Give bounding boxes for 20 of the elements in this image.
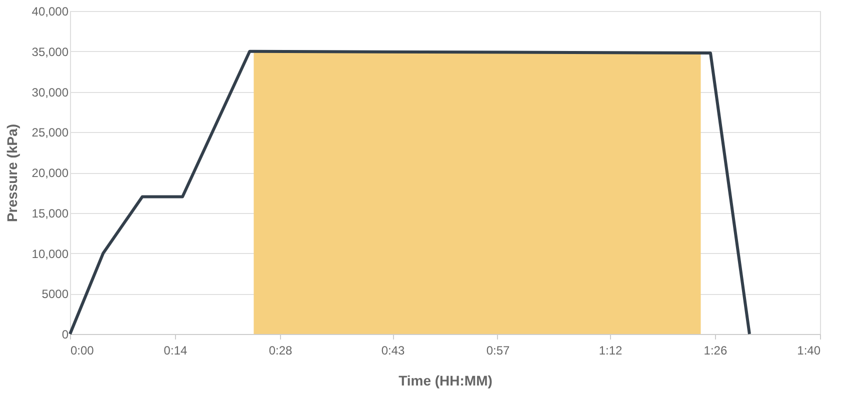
y-tick-label: 5000 bbox=[42, 287, 69, 302]
x-tick-label: 1:26 bbox=[704, 344, 728, 358]
y-tick-label: 15,000 bbox=[32, 206, 69, 220]
x-tick-label: 0:43 bbox=[381, 344, 406, 358]
x-tick-label: 0:14 bbox=[164, 344, 188, 358]
x-axis-title: Time (HH:MM) bbox=[398, 372, 492, 388]
x-tick-label: 1:40 bbox=[797, 344, 821, 358]
line-series bbox=[68, 50, 751, 336]
x-tick-label: 0:00 bbox=[70, 344, 94, 358]
y-tick-label: 0 bbox=[62, 328, 69, 342]
x-tick-label: 0:28 bbox=[268, 344, 293, 358]
y-tick-label: 20,000 bbox=[32, 166, 69, 180]
y-tick-label: 25,000 bbox=[32, 126, 69, 140]
y-tick-label: 30,000 bbox=[32, 85, 69, 100]
y-tick-label: 40,000 bbox=[32, 4, 69, 18]
y-tick-label: 35,000 bbox=[32, 44, 69, 59]
x-tick-label: 0:57 bbox=[486, 344, 510, 358]
y-tick-label: 10,000 bbox=[32, 246, 69, 261]
y-axis-title: Pressure (kPa) bbox=[4, 124, 20, 222]
x-tick-label: 1:12 bbox=[598, 344, 622, 358]
